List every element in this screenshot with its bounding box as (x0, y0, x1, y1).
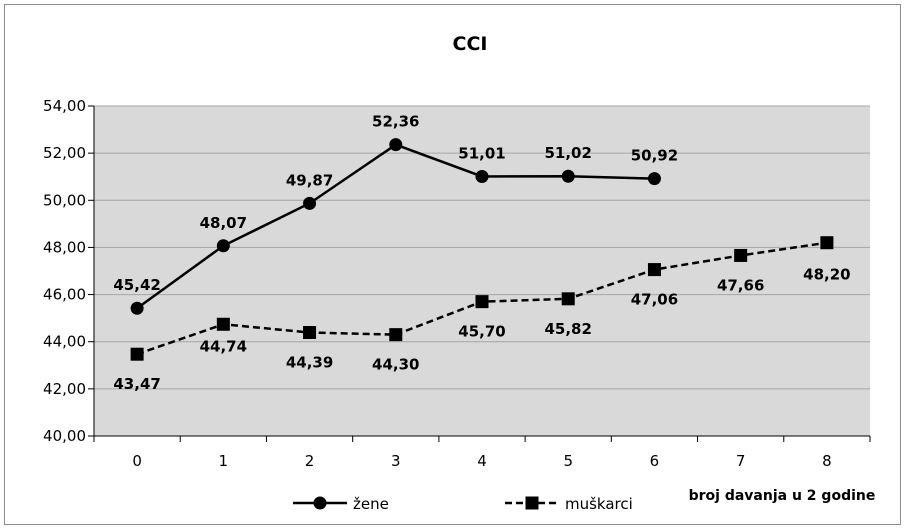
data-point (647, 263, 661, 277)
y-tick-label: 48,00 (43, 238, 86, 256)
data-point (475, 295, 489, 309)
y-tick-label: 40,00 (43, 427, 86, 445)
legend-label: muškarci (565, 495, 633, 513)
legend-marker-square (525, 496, 539, 510)
legend-label: žene (353, 495, 389, 513)
legend-marker-circle (313, 496, 327, 510)
data-label: 45,42 (113, 276, 160, 294)
data-label: 51,01 (458, 144, 505, 162)
data-point (216, 317, 230, 331)
data-point (820, 236, 834, 250)
data-point (130, 301, 144, 315)
y-tick-label: 50,00 (43, 191, 86, 209)
data-label: 43,47 (113, 375, 160, 393)
data-label: 47,06 (631, 291, 678, 309)
x-tick-label: 5 (563, 452, 573, 470)
plot-background (94, 106, 870, 436)
y-tick-label: 46,00 (43, 286, 86, 304)
plot-area: 40,00 42,00 44,00 46,00 48,00 50,00 52,00 54,00… (43, 97, 871, 470)
data-label: 49,87 (286, 171, 333, 189)
data-label: 45,70 (458, 323, 505, 341)
x-axis-label: broj davanja u 2 godine (689, 488, 876, 504)
data-point (389, 328, 403, 342)
legend: žene muškarci (293, 495, 633, 513)
data-label: 48,20 (803, 266, 850, 284)
data-label: 44,30 (372, 356, 419, 374)
x-tick-label: 7 (736, 452, 746, 470)
y-tick-label: 42,00 (43, 380, 86, 398)
x-tick-label: 4 (477, 452, 487, 470)
x-tick-label: 6 (650, 452, 660, 470)
data-label: 50,92 (631, 147, 678, 165)
chart-title: CCI (453, 33, 488, 55)
y-tick-label: 54,00 (43, 97, 86, 115)
data-point (303, 196, 317, 210)
x-tick-label: 2 (305, 452, 315, 470)
y-tick-label: 44,00 (43, 333, 86, 351)
x-tick-label: 0 (132, 452, 142, 470)
data-label: 44,74 (200, 337, 247, 355)
data-point (561, 169, 575, 183)
x-tick-label: 1 (219, 452, 229, 470)
data-label: 45,82 (544, 320, 591, 338)
data-point (647, 172, 661, 186)
data-point (130, 347, 144, 361)
data-point (734, 248, 748, 262)
x-tick-label: 3 (391, 452, 401, 470)
data-label: 44,39 (286, 354, 333, 372)
x-tick-label: 8 (822, 452, 832, 470)
data-point (389, 138, 403, 152)
data-label: 51,02 (544, 144, 591, 162)
y-tick-label: 52,00 (43, 144, 86, 162)
data-label: 52,36 (372, 113, 419, 131)
data-point (475, 169, 489, 183)
data-point (303, 326, 317, 340)
data-point (561, 292, 575, 306)
data-label: 47,66 (717, 276, 764, 294)
data-point (216, 239, 230, 253)
data-label: 48,07 (200, 214, 247, 232)
